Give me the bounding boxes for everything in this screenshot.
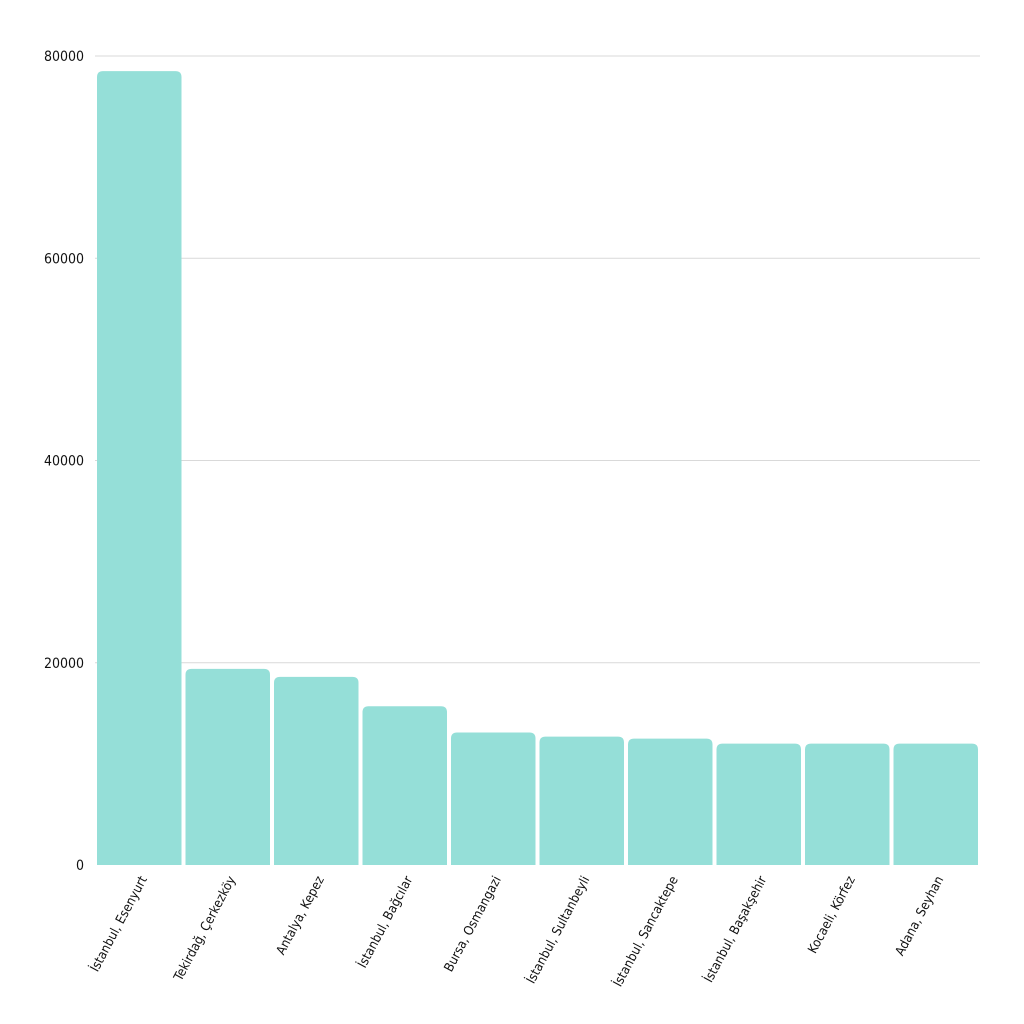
x-tick-label: İstanbul, Esenyurt xyxy=(87,873,151,975)
bar xyxy=(185,668,270,865)
bar xyxy=(893,743,978,865)
bar xyxy=(274,676,359,865)
x-tick-label: Adana, Seyhan xyxy=(893,874,948,959)
gridlines xyxy=(95,55,980,664)
x-tick-label: İstanbul, Sultanbeyli xyxy=(523,873,593,986)
x-axis-labels: İstanbul, Esenyurt Tekirdağ, Çerkezköy Ant… xyxy=(87,873,947,989)
x-tick-label: Bursa, Osmangazi xyxy=(442,874,505,975)
x-tick-label: Kocaeli, Körfez xyxy=(805,874,858,956)
x-tick-label: Antalya, Kepez xyxy=(274,874,328,958)
bar xyxy=(451,732,536,865)
y-tick-label: 80000 xyxy=(44,49,84,65)
bars xyxy=(97,71,978,865)
bar xyxy=(716,743,801,865)
y-tick-label: 0 xyxy=(76,858,84,874)
x-tick-label: İstanbul, Başakşehir xyxy=(701,873,771,985)
y-axis-ticks: 0 20000 40000 60000 80000 xyxy=(44,49,84,874)
bar xyxy=(628,738,713,865)
x-tick-label: Tekirdağ, Çerkezköy xyxy=(171,874,239,985)
bar xyxy=(362,706,447,865)
x-tick-label: İstanbul, Sancaktepe xyxy=(610,873,682,989)
bar xyxy=(539,736,624,865)
x-tick-label: İstanbul, Bağcılar xyxy=(354,873,416,971)
y-tick-label: 60000 xyxy=(44,251,84,267)
y-tick-label: 40000 xyxy=(44,454,84,470)
bar xyxy=(805,743,890,865)
y-tick-label: 20000 xyxy=(44,656,84,672)
bar xyxy=(97,71,182,865)
